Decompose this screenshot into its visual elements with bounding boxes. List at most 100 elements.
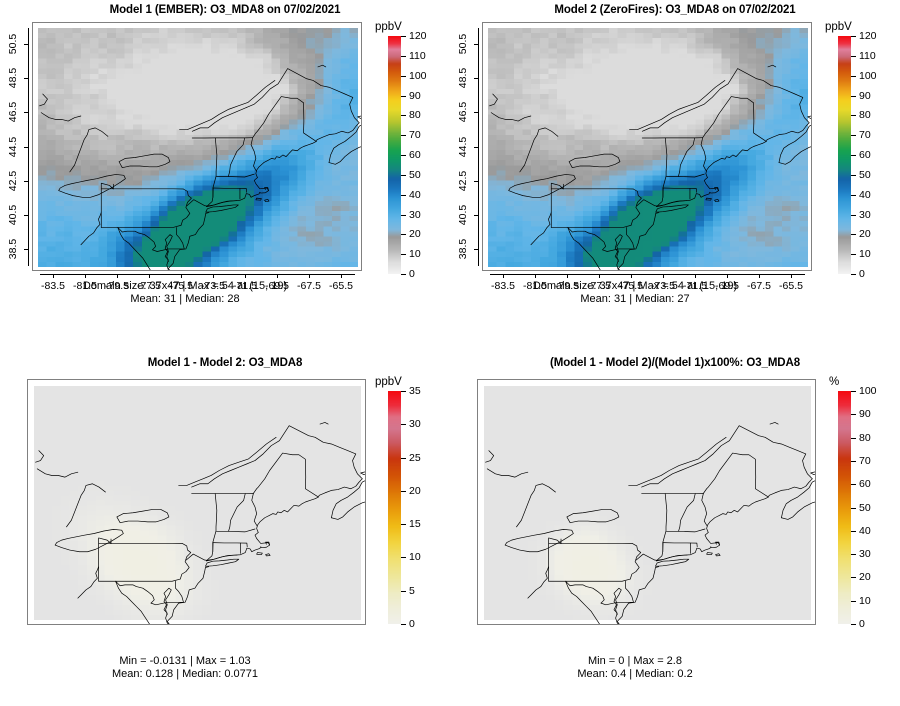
- colorbar-tick: [851, 115, 856, 117]
- colorbar-tick-label: 5: [409, 584, 415, 597]
- colorbar-tick-label: 10: [409, 248, 421, 261]
- colorbar-tick-label: 40: [409, 188, 421, 201]
- colorbar-tick-label: 40: [859, 524, 871, 537]
- y-axis-tick: [24, 44, 28, 46]
- y-axis-tick-label: 44.5: [7, 136, 19, 157]
- colorbar-percent-difference: % 0 10 20 30 40 50 60 70 80 90 100: [825, 376, 895, 630]
- panel-caption-percent-difference: Min = 0 | Max = 2.8 Mean: 0.4 | Median: …: [430, 655, 840, 680]
- panel-absolute-difference: Model 1 - Model 2: O3_MDA8 Min = -0.0131…: [0, 350, 450, 706]
- colorbar-tick-label: 50: [859, 501, 871, 514]
- colorbar-tick-label: 80: [859, 431, 871, 444]
- x-axis-tick: [309, 274, 310, 278]
- colorbar-tick: [851, 624, 856, 625]
- x-axis-tick: [117, 274, 118, 278]
- y-axis-tick: [24, 214, 28, 216]
- colorbar-tick: [851, 391, 856, 392]
- colorbar-tick: [851, 36, 856, 37]
- y-axis-tick: [474, 112, 478, 114]
- colorbar-tick-label: 90: [859, 408, 871, 421]
- x-axis-tick-label: -69.5: [715, 280, 739, 292]
- percent-raster: [484, 386, 811, 620]
- x-axis-tick-label: -75.5: [169, 280, 193, 292]
- y-axis-tick-label: 46.5: [457, 102, 469, 123]
- colorbar-tick: [401, 75, 406, 77]
- colorbar-tick: [401, 254, 406, 256]
- x-axis-tick-label: -83.5: [491, 280, 515, 292]
- y-axis-tick: [474, 78, 478, 80]
- colorbar-tick-label: 10: [859, 248, 871, 261]
- x-axis-tick: [663, 274, 664, 278]
- y-axis-tick-label: 42.5: [7, 170, 19, 191]
- difference-raster: [34, 386, 361, 620]
- x-axis-line-model2: [490, 274, 805, 275]
- x-axis-tick-label: -83.5: [41, 280, 65, 292]
- colorbar-tick-label: 0: [409, 618, 415, 630]
- colorbar-gradient-model1: [388, 36, 401, 274]
- x-axis-tick: [245, 274, 246, 278]
- colorbar-tick: [401, 194, 406, 196]
- y-axis-tick-label: 38.5: [7, 238, 19, 260]
- colorbar-tick: [401, 214, 406, 216]
- colorbar-gradient-percent-difference: [838, 391, 851, 624]
- x-axis-tick-label: -67.5: [297, 280, 321, 292]
- x-axis-tick: [727, 274, 728, 278]
- y-axis-tick-label: 48.5: [457, 67, 469, 89]
- colorbar-tick-label: 20: [859, 571, 871, 584]
- x-axis-tick-label: -67.5: [747, 280, 771, 292]
- x-axis-tick: [277, 274, 278, 278]
- y-axis-tick-label: 42.5: [457, 170, 469, 191]
- colorbar-tick: [851, 577, 856, 579]
- colorbar-tick: [851, 155, 856, 156]
- colorbar-tick-label: 80: [409, 109, 421, 122]
- x-axis-tick-label: -65.5: [779, 280, 803, 292]
- colorbar-tick-label: 0: [859, 268, 865, 280]
- panel-title-absolute-difference: Model 1 - Model 2: O3_MDA8: [147, 357, 303, 369]
- y-axis-tick: [24, 146, 28, 148]
- colorbar-tick-label: 70: [409, 129, 421, 142]
- colorbar-tick: [401, 490, 406, 492]
- x-axis-tick: [181, 274, 182, 278]
- colorbar-tick-label: 120: [409, 30, 427, 42]
- colorbar-tick-label: 60: [859, 149, 871, 161]
- y-axis-tick: [24, 112, 28, 114]
- caption-line-1: Domain size: 37x47 | Max = 54 at (15, 19…: [532, 280, 738, 292]
- caption-line-1: Min = 0 | Max = 2.8: [588, 655, 682, 667]
- colorbar-tick: [401, 624, 406, 625]
- colorbar-tick: [851, 95, 856, 97]
- colorbar-tick: [851, 75, 856, 77]
- y-axis-tick: [474, 180, 478, 182]
- colorbar-tick: [851, 437, 856, 439]
- x-axis-tick: [53, 274, 54, 278]
- x-axis-tick: [213, 274, 214, 278]
- x-axis-tick-label: -75.5: [619, 280, 643, 292]
- colorbar-tick: [851, 214, 856, 216]
- map-outline-path: [807, 115, 811, 119]
- colorbar-tick-label: 40: [859, 188, 871, 201]
- x-axis-tick-label: -79.5: [105, 280, 129, 292]
- y-axis-tick: [24, 180, 28, 182]
- colorbar-tick-label: 20: [409, 228, 421, 241]
- map-outline-path: [810, 471, 815, 475]
- ozone-raster-model2: [488, 28, 808, 267]
- panel-model1: Model 1 (EMBER): O3_MDA8 on 07/02/2021 -…: [0, 0, 450, 340]
- colorbar-tick-label: 110: [409, 49, 426, 62]
- x-axis-tick: [631, 274, 632, 278]
- panel-percent-difference: (Model 1 - Model 2)/(Model 1)x100%: O3_M…: [450, 350, 900, 706]
- colorbar-tick: [401, 135, 406, 137]
- colorbar-tick: [851, 55, 856, 57]
- y-axis-tick: [24, 248, 28, 250]
- x-axis-tick-label: -81.5: [73, 280, 97, 292]
- x-axis-tick-label: -71.5: [683, 280, 707, 292]
- x-axis-line-model1: [40, 274, 355, 275]
- y-axis-tick-label: 46.5: [7, 102, 19, 123]
- colorbar-tick-label: 20: [859, 228, 871, 241]
- y-axis-tick: [474, 44, 478, 46]
- colorbar-tick-label: 110: [859, 49, 876, 62]
- colorbar-tick-label: 0: [859, 618, 865, 630]
- ozone-raster-model1: [38, 28, 358, 267]
- y-axis-tick-label: 38.5: [457, 238, 469, 260]
- panel-model2: Model 2 (ZeroFires): O3_MDA8 on 07/02/20…: [450, 0, 900, 340]
- colorbar-tick-label: 50: [409, 168, 421, 181]
- colorbar-tick: [851, 460, 856, 462]
